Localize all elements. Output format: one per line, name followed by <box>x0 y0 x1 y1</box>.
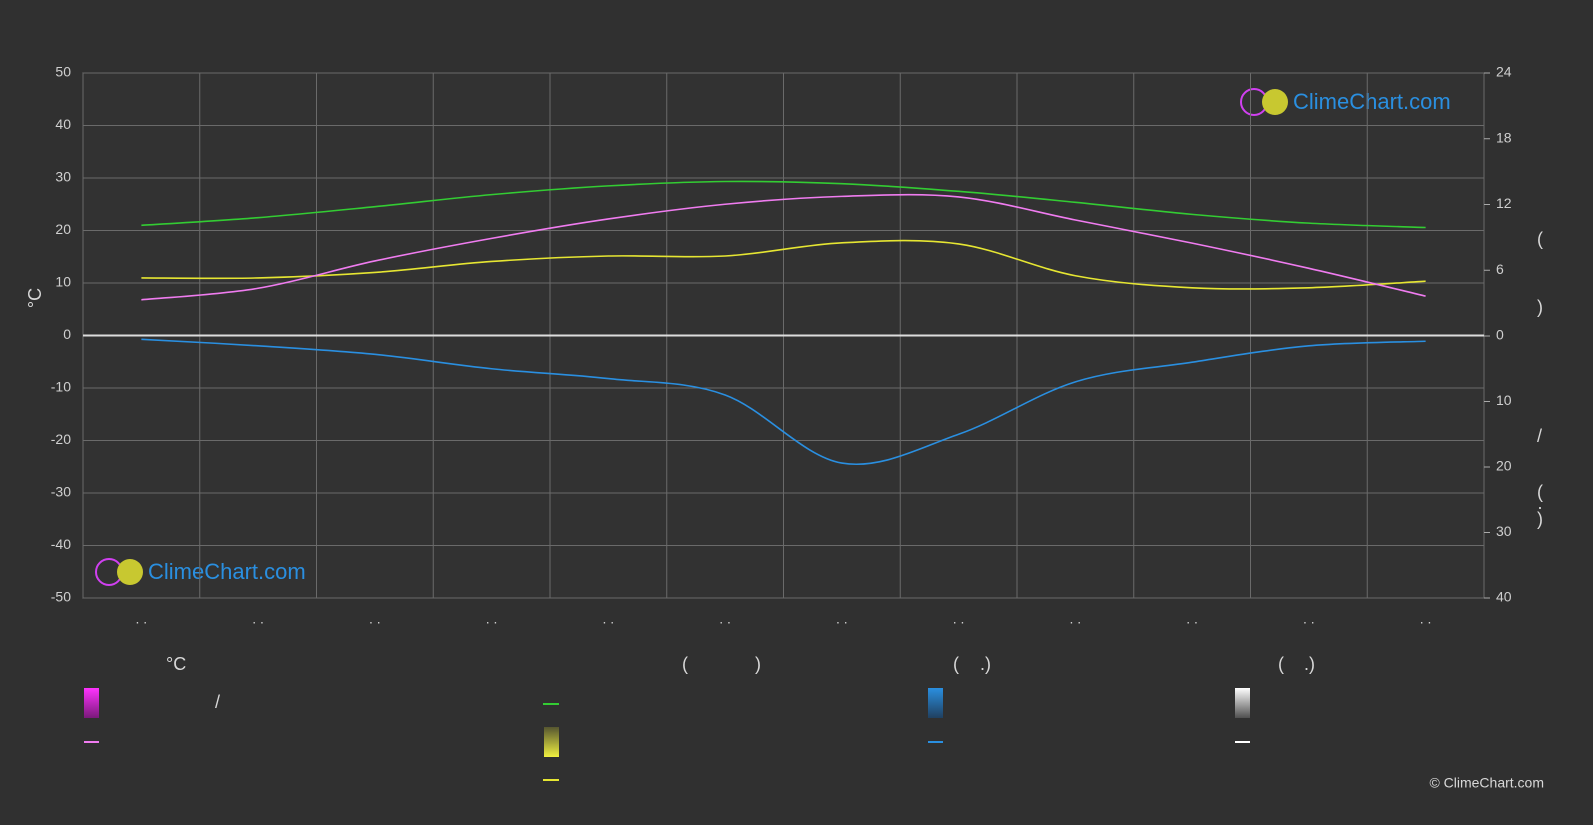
x-tick-label: . . <box>1070 611 1082 627</box>
x-tick-label: . . <box>719 611 731 627</box>
x-tick-label: . . <box>603 611 615 627</box>
x-tick-label: . . <box>369 611 381 627</box>
x-tick-label: . . <box>836 611 848 627</box>
legend-text: / <box>215 692 220 712</box>
legend: °C / ( ) ( .) ( .) <box>84 654 1315 781</box>
y-tick-label: 50 <box>55 64 71 80</box>
logo-bottom: ClimeChart.com <box>95 558 306 586</box>
logo-top: ClimeChart.com <box>1240 88 1451 116</box>
series-line <box>141 239 1426 290</box>
x-tick-label: . . <box>136 611 148 627</box>
logo-text: ClimeChart.com <box>148 559 306 584</box>
y-axis-label: °C <box>25 288 45 308</box>
y-tick-label: 20 <box>55 221 71 237</box>
axis-text: · <box>1537 497 1543 517</box>
x-tick-label: . . <box>1420 611 1432 627</box>
x-tick-label: . . <box>1303 611 1315 627</box>
y2-tick-label: 12 <box>1496 195 1512 211</box>
y-tick-label: -20 <box>51 431 71 447</box>
y-tick-label: 0 <box>63 326 71 342</box>
y2-tick-label: 0 <box>1496 327 1504 343</box>
y2-tick-label: 18 <box>1496 129 1512 145</box>
y-tick-label: -10 <box>51 379 71 395</box>
legend-text: ( <box>1278 654 1284 674</box>
series-line <box>141 193 1426 301</box>
legend-text: ( <box>682 654 688 674</box>
series-line <box>141 338 1426 465</box>
axis-text: ) <box>1537 509 1543 529</box>
y-tick-label: 30 <box>55 169 71 185</box>
series-line <box>141 180 1426 229</box>
legend-text: ) <box>755 654 761 674</box>
axis-text: ( <box>1537 229 1543 249</box>
y3-tick-label: 20 <box>1496 458 1512 474</box>
copyright: © ClimeChart.com <box>1429 775 1544 791</box>
x-tick-label: . . <box>1186 611 1198 627</box>
y2-tick-label: 24 <box>1496 64 1512 80</box>
x-tick-label: . . <box>486 611 498 627</box>
legend-swatch <box>1235 688 1250 718</box>
y3-tick-label: 40 <box>1496 589 1512 605</box>
axis-text: ) <box>1537 297 1543 317</box>
axis-text: ( <box>1537 482 1543 502</box>
axis-text: / <box>1537 426 1542 446</box>
x-tick-label: . . <box>252 611 264 627</box>
legend-swatch <box>84 688 99 718</box>
y-tick-label: 40 <box>55 116 71 132</box>
legend-text: .) <box>980 654 991 674</box>
legend-text: °C <box>166 654 186 674</box>
y-tick-label: -40 <box>51 536 71 552</box>
y2-tick-label: 6 <box>1496 261 1504 277</box>
legend-text: ( <box>953 654 959 674</box>
y-tick-label: -30 <box>51 484 71 500</box>
logo-text: ClimeChart.com <box>1293 89 1451 114</box>
y-tick-label: 10 <box>55 274 71 290</box>
legend-swatch <box>544 727 559 757</box>
legend-swatch <box>928 688 943 718</box>
legend-text: .) <box>1304 654 1315 674</box>
y3-tick-label: 10 <box>1496 392 1512 408</box>
x-tick-label: . . <box>953 611 965 627</box>
y-tick-label: -50 <box>51 589 71 605</box>
y3-tick-label: 30 <box>1496 523 1512 539</box>
